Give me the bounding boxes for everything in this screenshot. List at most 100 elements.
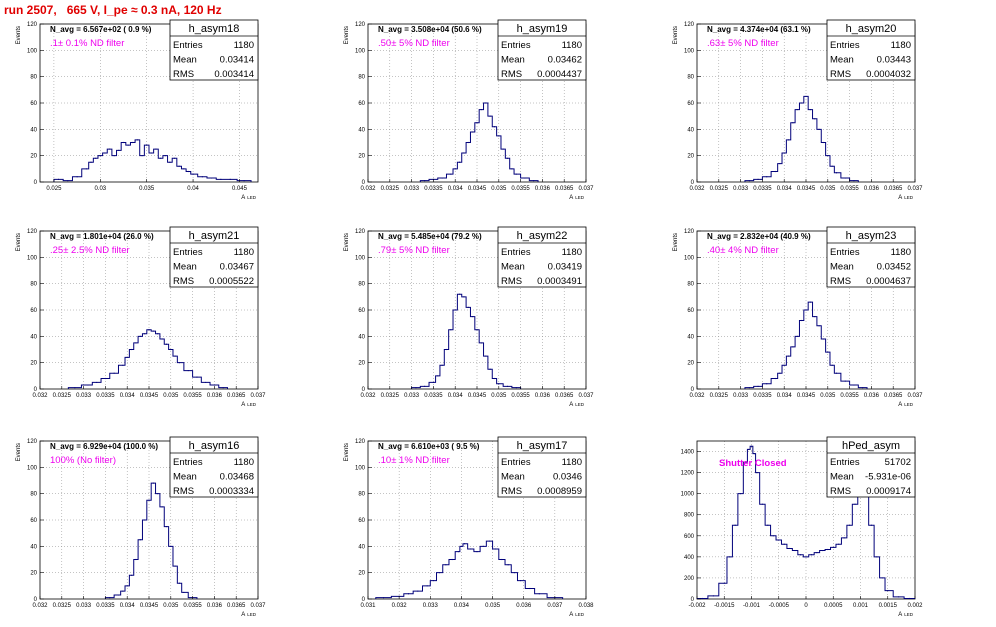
x-tick-label: 0.0355 bbox=[183, 393, 202, 399]
x-axis-label: A LED bbox=[569, 612, 585, 618]
stats-label-mean: Mean bbox=[173, 55, 197, 66]
histogram-bin bbox=[821, 549, 823, 552]
y-tick-label: 100 bbox=[27, 255, 38, 261]
histogram-bin bbox=[511, 168, 513, 170]
histogram-bin bbox=[445, 564, 447, 566]
histogram-bin bbox=[113, 155, 115, 157]
histogram-bin bbox=[157, 333, 159, 335]
histogram-bin bbox=[441, 177, 443, 179]
histogram-bin bbox=[783, 543, 785, 545]
histogram-bin bbox=[506, 385, 509, 387]
histogram-bin bbox=[853, 384, 855, 386]
y-tick-label: 120 bbox=[27, 439, 38, 445]
histogram-bin bbox=[407, 593, 410, 595]
histogram-bin bbox=[415, 387, 417, 389]
x-tick-label: 0 bbox=[804, 603, 808, 609]
stats-value-mean: 0.03414 bbox=[220, 55, 254, 66]
stats-box bbox=[497, 226, 587, 288]
histogram-bin bbox=[818, 325, 820, 327]
histogram-bin bbox=[853, 180, 855, 182]
stats-value-entries: 1180 bbox=[891, 40, 911, 51]
stats-title: h_asym23 bbox=[846, 230, 897, 242]
y-tick-label: 20 bbox=[30, 571, 37, 577]
stats-value-rms: 0.0004032 bbox=[866, 69, 911, 80]
y-tick-label: 20 bbox=[358, 361, 365, 367]
y-tick-label: 0 bbox=[34, 180, 38, 186]
histogram-bin bbox=[832, 546, 834, 548]
histogram-bin bbox=[533, 180, 535, 182]
stats-title: h_asym22 bbox=[517, 230, 568, 242]
y-tick-label: 40 bbox=[30, 334, 37, 340]
x-tick-label: 0.0345 bbox=[797, 186, 816, 192]
n-avg-label: N_avg = 6.929e+04 (100.0 %) bbox=[50, 442, 158, 451]
histogram-trace-h_asym22 bbox=[411, 293, 522, 389]
histogram-bin bbox=[476, 329, 478, 331]
histogram-bin bbox=[723, 582, 725, 584]
histogram-bin bbox=[843, 537, 845, 539]
histogram-bin bbox=[849, 524, 851, 526]
histogram-bin bbox=[493, 126, 496, 128]
n-avg-label: N_avg = 1.801e+04 (26.0 %) bbox=[50, 232, 154, 241]
stats-title: h_asym20 bbox=[846, 23, 897, 35]
x-tick-label: 0.0335 bbox=[424, 186, 443, 192]
x-tick-label: 0.033 bbox=[76, 603, 92, 609]
histogram-bin bbox=[740, 493, 742, 495]
y-tick-label: 40 bbox=[358, 127, 365, 133]
x-tick-label: 0.036 bbox=[207, 603, 223, 609]
stats-value-entries: 51702 bbox=[885, 457, 911, 468]
histogram-bin bbox=[87, 384, 89, 386]
x-tick-label: 0.0325 bbox=[381, 186, 400, 192]
y-tick-label: 120 bbox=[27, 22, 38, 28]
stats-label-entries: Entries bbox=[830, 40, 860, 51]
stats-label-rms: RMS bbox=[830, 69, 851, 80]
stats-label-rms: RMS bbox=[173, 276, 194, 287]
y-tick-label: 20 bbox=[358, 154, 365, 160]
y-tick-label: 100 bbox=[684, 255, 695, 261]
stats-box bbox=[826, 226, 916, 288]
histogram-bin bbox=[460, 545, 463, 547]
histogram-bin bbox=[761, 503, 763, 505]
x-axis-subscript: LED bbox=[247, 612, 257, 617]
y-tick-label: 80 bbox=[358, 492, 365, 498]
histogram-bin bbox=[122, 141, 125, 144]
stats-value-mean: 0.03419 bbox=[548, 262, 582, 273]
histogram-bin bbox=[463, 152, 465, 154]
histogram-bin bbox=[794, 549, 796, 552]
chart-svg-h_asym18: 0.025 0.03 0.035 0.04 0.045 0 20 40 60 80 100 120 A L… bbox=[16, 19, 259, 201]
x-tick-label: 0.037 bbox=[578, 393, 594, 399]
histogram-bin bbox=[778, 539, 780, 541]
histogram-bin bbox=[213, 384, 215, 386]
stats-value-mean: 0.03452 bbox=[877, 262, 911, 273]
y-tick-label: 20 bbox=[687, 361, 694, 367]
histogram-bin bbox=[170, 348, 172, 351]
histogram-bin bbox=[457, 551, 459, 553]
filter-label: .1± 0.1% ND filter bbox=[50, 38, 124, 49]
histogram-bin bbox=[774, 377, 777, 380]
x-tick-label: 0.0345 bbox=[468, 186, 487, 192]
histogram-bin bbox=[862, 387, 864, 389]
x-tick-label: 0.037 bbox=[578, 186, 594, 192]
histogram-bin bbox=[90, 161, 92, 163]
stats-value-mean: 0.0346 bbox=[553, 472, 582, 483]
stats-label-entries: Entries bbox=[501, 40, 531, 51]
histogram-bin bbox=[507, 564, 509, 566]
histogram-bin bbox=[432, 579, 434, 582]
stats-label-rms: RMS bbox=[830, 276, 851, 287]
x-tick-label: 0.0345 bbox=[797, 393, 816, 399]
y-tick-label: 120 bbox=[684, 22, 695, 28]
histogram-bin bbox=[220, 178, 222, 180]
y-tick-label: 0 bbox=[34, 597, 38, 603]
histogram-bin bbox=[458, 293, 461, 295]
y-tick-label: 20 bbox=[358, 571, 365, 577]
plot-group: 0.032 0.0325 0.033 0.0335 0.034 0.0345 0.035 0.… bbox=[344, 226, 594, 408]
plot-group: 0.032 0.0325 0.033 0.0335 0.034 0.0345 0.035 0.… bbox=[344, 19, 594, 201]
y-axis-label: Events bbox=[344, 26, 350, 44]
x-tick-label: 0.0355 bbox=[511, 186, 530, 192]
histogram-bin bbox=[454, 309, 456, 311]
x-tick-label: 0.035 bbox=[139, 186, 155, 192]
histogram-bin bbox=[170, 545, 172, 547]
histogram-bin bbox=[482, 545, 484, 547]
histogram-bin bbox=[463, 543, 466, 545]
histogram-bin bbox=[157, 493, 159, 495]
y-tick-label: 100 bbox=[684, 48, 695, 54]
